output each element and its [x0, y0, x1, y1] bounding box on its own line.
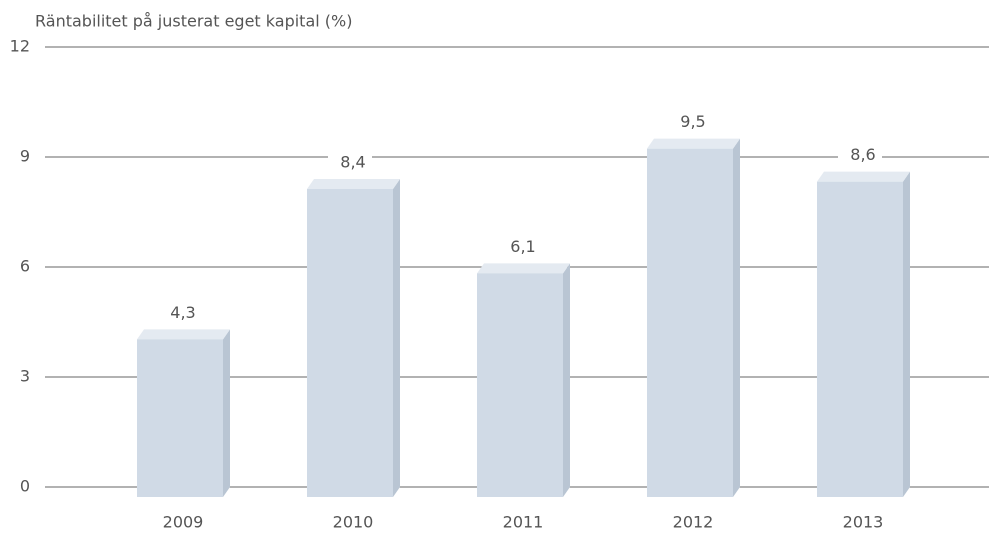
value-label: 9,5	[680, 112, 705, 131]
bar-side	[733, 138, 740, 497]
bar	[477, 273, 563, 497]
value-label-bg	[158, 302, 202, 325]
value-label: 4,3	[170, 303, 195, 322]
y-tick-label: 0	[20, 477, 30, 496]
y-tick-label: 3	[20, 367, 30, 386]
y-tick-label: 6	[20, 257, 30, 276]
value-label: 8,4	[340, 153, 365, 172]
bar-top	[647, 138, 740, 149]
x-tick-label: 2011	[503, 513, 544, 532]
value-label-bg	[498, 236, 542, 259]
value-label-bg	[838, 144, 882, 167]
bar-top	[307, 179, 400, 189]
x-tick-label: 2013	[843, 513, 884, 532]
bar-side	[903, 171, 910, 497]
bar	[647, 148, 733, 497]
value-label: 6,1	[510, 237, 535, 256]
bar	[817, 181, 903, 497]
value-label-bg	[328, 152, 372, 174]
bar-top	[817, 171, 910, 182]
x-tick-label: 2012	[673, 513, 714, 532]
bar-top	[477, 263, 570, 274]
x-tick-label: 2009	[163, 513, 204, 532]
x-tick-label: 2010	[333, 513, 374, 532]
bar	[307, 189, 393, 497]
bar-top	[137, 329, 230, 340]
y-tick-label: 12	[10, 37, 30, 56]
y-tick-label: 9	[20, 147, 30, 166]
value-label: 8,6	[850, 145, 875, 164]
value-label-bg	[668, 111, 712, 134]
bar-side	[563, 263, 570, 497]
chart-title: Räntabilitet på justerat eget kapital (%…	[35, 12, 352, 31]
bar	[137, 339, 223, 497]
bar-side	[393, 179, 400, 497]
bar-side	[223, 329, 230, 497]
